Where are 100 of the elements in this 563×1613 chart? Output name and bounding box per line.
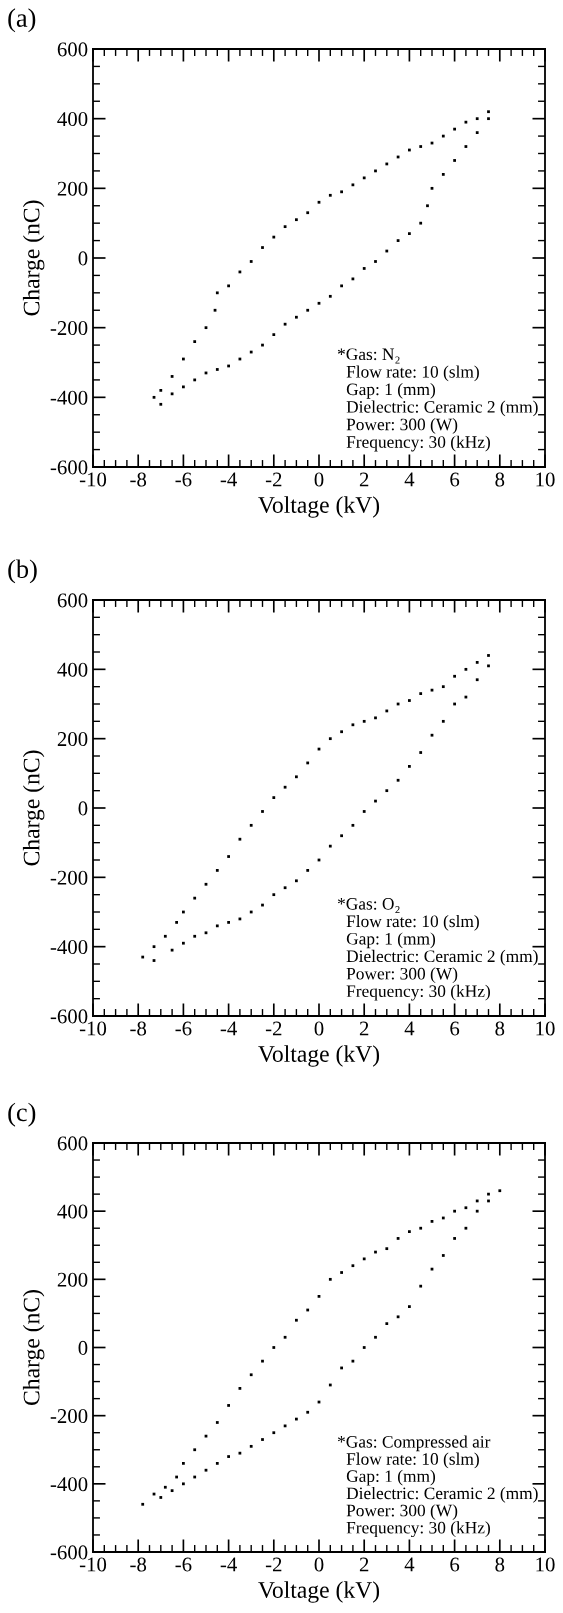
point — [272, 893, 276, 897]
point — [453, 127, 456, 131]
annotation: Power: 300 (W) — [346, 967, 458, 984]
point — [362, 810, 366, 813]
x-tick-label: -2 — [265, 472, 282, 487]
point — [419, 221, 423, 225]
point — [362, 176, 366, 180]
point — [215, 869, 219, 872]
point — [453, 159, 456, 162]
annotation: Dielectric: Ceramic 2 (mm) — [346, 400, 538, 417]
point — [193, 1448, 197, 1452]
point — [215, 1462, 219, 1465]
point — [227, 1404, 230, 1407]
point — [487, 664, 490, 668]
x-axis-title: Voltage (kV) — [258, 1045, 380, 1067]
x-tick-label: -6 — [175, 472, 192, 487]
x-tick-label: 0 — [314, 1021, 324, 1036]
annotation: *Gas: Compressed air — [337, 1435, 491, 1452]
point — [385, 789, 389, 793]
point — [159, 1496, 163, 1499]
point — [374, 1335, 377, 1339]
point — [441, 685, 445, 689]
point — [475, 117, 479, 121]
point — [328, 294, 332, 298]
point — [408, 699, 411, 702]
x-tick-label: -4 — [220, 1021, 237, 1036]
x-tick-label: 4 — [404, 472, 415, 487]
x-tick-label: 4 — [404, 1021, 415, 1036]
point — [340, 190, 343, 194]
x-tick-label: -4 — [220, 1557, 237, 1572]
point — [295, 218, 298, 222]
y-axis-title: Charge (nC) — [22, 1290, 45, 1406]
y-tick-label: 0 — [78, 1340, 88, 1355]
x-tick-label: 6 — [450, 472, 460, 487]
point — [193, 340, 197, 343]
point — [340, 834, 343, 838]
point — [249, 823, 253, 827]
y-axis-title: Charge (nC) — [22, 200, 45, 316]
annotation: Gap: 1 (mm) — [346, 382, 436, 399]
annotation: Gap: 1 (mm) — [346, 932, 436, 949]
point — [182, 941, 185, 945]
point — [163, 934, 167, 938]
point — [374, 716, 377, 720]
x-tick-label: 2 — [359, 472, 369, 487]
x-tick-label: -8 — [130, 1021, 147, 1036]
point — [182, 385, 185, 389]
point — [295, 775, 298, 779]
annotation: Power: 300 (W) — [346, 418, 458, 434]
chart-title: (b) — [8, 559, 37, 584]
point — [408, 765, 411, 768]
x-tick-label: 10 — [536, 1557, 555, 1572]
annotation: *Gas: N₂ — [337, 348, 400, 364]
x-tick-label: -4 — [220, 472, 237, 487]
x-tick-label: -2 — [265, 1557, 282, 1572]
x-tick-label: 0 — [314, 1557, 324, 1572]
x-tick-label: 6 — [450, 1557, 460, 1572]
point — [419, 1226, 423, 1230]
x-axis-title: Voltage (kV) — [258, 1581, 380, 1603]
point — [227, 1455, 230, 1458]
point — [453, 1209, 456, 1213]
y-tick-label: -200 — [50, 870, 88, 885]
point — [261, 810, 264, 813]
y-tick-label: 200 — [57, 1272, 88, 1287]
point — [385, 1247, 389, 1251]
point — [419, 1284, 423, 1288]
x-tick-label: 2 — [359, 1557, 369, 1572]
annotation: Frequency: 30 (kHz) — [346, 1521, 490, 1538]
point — [163, 1485, 167, 1489]
annotation: Frequency: 30 (kHz) — [346, 984, 490, 1001]
point — [249, 260, 253, 263]
x-tick-label: 10 — [536, 472, 555, 487]
y-tick-label: -400 — [50, 390, 88, 405]
point — [249, 1444, 253, 1448]
y-tick-label: 400 — [57, 662, 88, 677]
point — [215, 1421, 219, 1424]
point — [182, 1462, 185, 1465]
point — [385, 1322, 389, 1326]
point — [475, 1209, 479, 1213]
point — [193, 934, 197, 938]
y-tick-label: 400 — [57, 1204, 88, 1219]
point — [295, 1318, 298, 1322]
point — [328, 844, 332, 848]
point — [261, 1438, 264, 1441]
point — [193, 896, 197, 900]
point — [441, 173, 445, 176]
point — [441, 719, 445, 723]
point — [362, 719, 366, 723]
annotation: Flow rate: 10 (slm) — [346, 914, 479, 931]
y-tick-label: -200 — [50, 1409, 88, 1424]
annotation: Frequency: 30 (kHz) — [346, 435, 490, 452]
point — [340, 730, 343, 734]
x-tick-label: 0 — [314, 472, 324, 487]
chart-title: (a) — [8, 8, 36, 33]
y-tick-label: 600 — [57, 42, 88, 57]
point — [295, 879, 298, 883]
x-tick-label: -6 — [175, 1021, 192, 1036]
point — [340, 284, 343, 288]
point — [215, 368, 219, 371]
x-tick-label: 10 — [536, 1021, 555, 1036]
point — [159, 388, 163, 392]
